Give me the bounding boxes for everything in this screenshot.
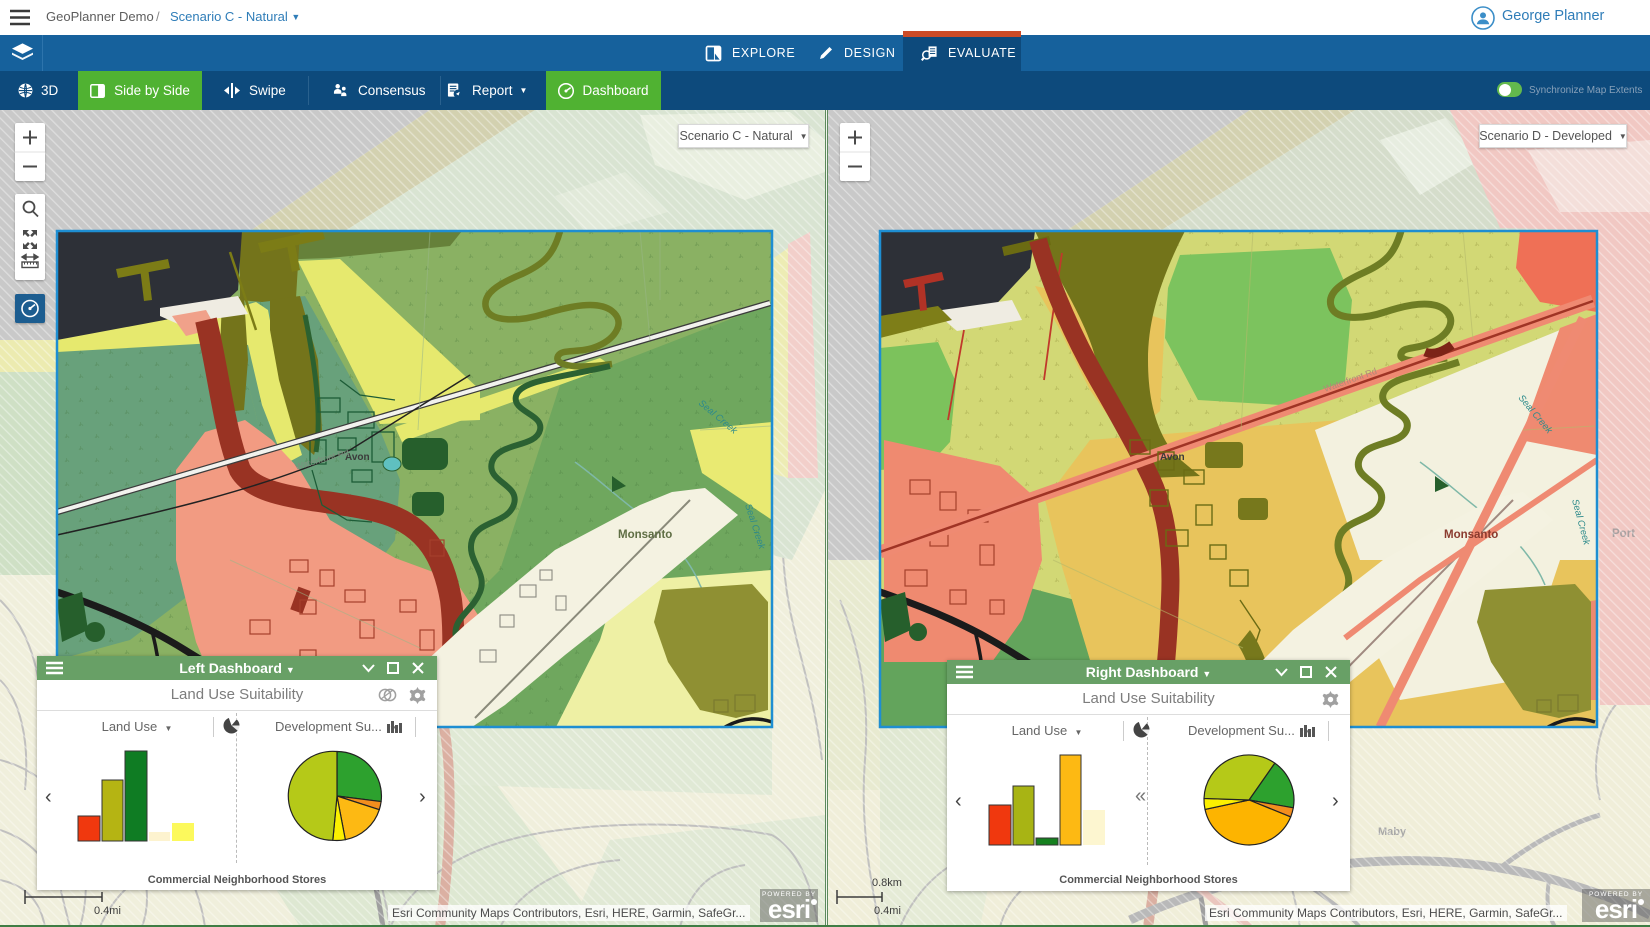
svg-text:0.8km: 0.8km [872, 877, 902, 889]
svg-text:0.4mi: 0.4mi [874, 905, 901, 916]
svg-text:Monsanto: Monsanto [618, 529, 672, 541]
svg-text:0.4mi: 0.4mi [94, 905, 121, 916]
svg-text:Monsanto: Monsanto [1444, 529, 1498, 541]
svg-text:Avon: Avon [345, 452, 370, 463]
svg-text:Avon: Avon [1160, 452, 1185, 463]
